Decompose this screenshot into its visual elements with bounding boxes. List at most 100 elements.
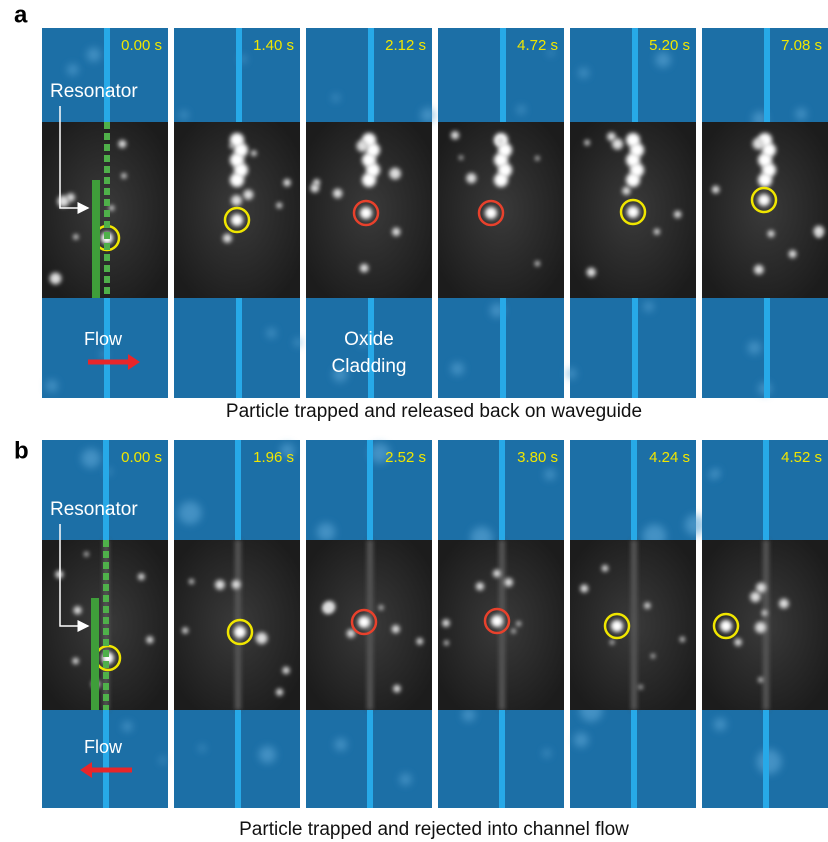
particle — [360, 264, 369, 273]
particle — [324, 601, 335, 612]
particle — [276, 689, 283, 696]
particle — [674, 211, 681, 218]
particle — [74, 606, 82, 614]
waveguide — [499, 710, 505, 808]
particle — [358, 616, 370, 628]
frame: 5.20 s — [566, 28, 696, 398]
particle — [234, 626, 246, 638]
particle — [750, 592, 761, 603]
timestamp: 1.40 s — [253, 37, 294, 54]
blob — [332, 94, 339, 101]
frame: 4.24 s — [570, 440, 706, 808]
particle — [639, 685, 643, 689]
particle — [753, 138, 765, 150]
particle — [379, 605, 384, 610]
particle — [283, 179, 291, 187]
resonator-glow — [362, 173, 376, 187]
resonator-label: Resonator — [50, 81, 138, 102]
timestamp: 2.12 s — [385, 37, 426, 54]
blob — [180, 111, 188, 119]
waveguide — [631, 710, 637, 808]
particle — [511, 629, 515, 633]
waveguide — [103, 440, 109, 540]
particle — [231, 214, 243, 226]
timestamp: 2.52 s — [385, 449, 426, 466]
particle — [816, 232, 821, 237]
waveguide — [631, 440, 637, 540]
particle — [333, 189, 342, 198]
timestamp: 3.80 s — [517, 449, 558, 466]
particle — [607, 132, 616, 141]
waveguide — [632, 28, 638, 122]
flow-label: Flow — [84, 737, 123, 757]
particle — [389, 168, 401, 180]
particle — [215, 580, 225, 590]
particle — [602, 565, 609, 572]
waveguide — [235, 710, 241, 808]
waveguide — [367, 440, 373, 540]
resonator-glow — [626, 173, 640, 187]
particle — [535, 261, 540, 266]
particle — [756, 583, 766, 593]
particle — [466, 173, 476, 183]
blob — [748, 341, 761, 354]
particle — [789, 250, 797, 258]
particle — [720, 620, 732, 632]
waveguide — [103, 710, 109, 808]
particle — [485, 207, 497, 219]
blob — [87, 48, 101, 62]
frame: 1.96 s — [174, 440, 300, 808]
particle — [444, 641, 449, 646]
timestamp: 4.24 s — [649, 449, 690, 466]
caption: Particle trapped and released back on wa… — [226, 401, 642, 422]
cladding-label: Oxide — [344, 329, 394, 350]
blob — [81, 449, 100, 468]
blob — [335, 738, 347, 750]
panel-label: a — [14, 1, 28, 28]
blob — [462, 708, 475, 721]
resonator-bar — [92, 180, 100, 298]
resonator-glow — [758, 173, 772, 187]
timestamp: 5.20 s — [649, 37, 690, 54]
particle — [754, 265, 764, 275]
frame: 4.72 s — [438, 28, 564, 398]
figure: a0.00 sResonatorFlow1.40 s2.12 sOxideCla… — [0, 0, 828, 842]
waveguide — [104, 28, 110, 122]
particle — [118, 140, 126, 148]
particle — [587, 268, 596, 277]
waveguide — [499, 440, 505, 540]
cladding-label: Cladding — [332, 356, 407, 377]
particle — [535, 156, 539, 160]
resonator-bar — [91, 598, 99, 710]
particle — [516, 621, 521, 626]
particle — [72, 658, 78, 664]
panel-label: b — [14, 437, 29, 464]
waveguide — [368, 28, 374, 122]
particle — [310, 184, 319, 193]
particle — [491, 615, 503, 627]
blob — [644, 302, 654, 312]
blob — [317, 523, 335, 541]
waveguide — [500, 298, 506, 398]
timestamp: 4.52 s — [781, 449, 822, 466]
waveguide — [236, 28, 242, 122]
flow-label: Flow — [84, 329, 123, 349]
particle — [496, 139, 503, 146]
particle — [231, 195, 242, 206]
blob — [655, 52, 670, 67]
blob — [712, 469, 720, 477]
particle — [121, 173, 126, 178]
resonator-label: Resonator — [50, 499, 138, 520]
timestamp: 4.72 s — [517, 37, 558, 54]
particle — [282, 667, 289, 674]
particle — [611, 620, 623, 632]
particle — [504, 578, 513, 587]
particle — [182, 627, 188, 633]
particle — [256, 632, 268, 644]
particle — [251, 150, 257, 156]
waveguide — [764, 28, 770, 122]
frame: 2.52 s — [306, 440, 432, 808]
blob — [544, 469, 555, 480]
particle — [755, 622, 766, 633]
